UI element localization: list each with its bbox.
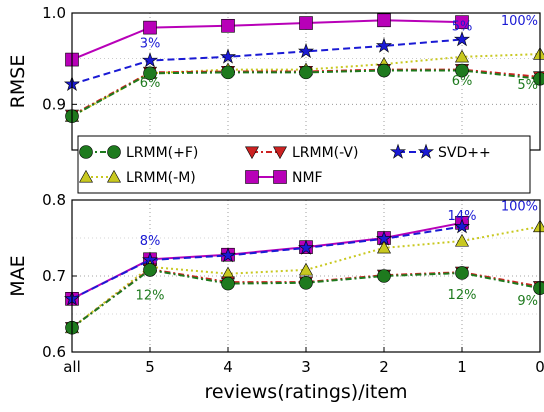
legend-label-lrmm-v: LRMM(-V) xyxy=(292,145,358,161)
x-tick-label: all xyxy=(63,358,81,376)
data-point-rmse-svd xyxy=(221,49,235,63)
legend-label-lrmm-f: LRMM(+F) xyxy=(126,145,198,161)
data-point-mae-lrmm-f xyxy=(144,263,157,276)
series-line-mae-svd xyxy=(72,227,462,299)
y-tick-label: 0.7 xyxy=(42,267,66,285)
annotation-label: 5% xyxy=(517,78,538,93)
legend-label-svd: SVD++ xyxy=(438,145,491,161)
legend-marker-nmf xyxy=(246,171,259,184)
annotation-label: 6% xyxy=(140,76,161,91)
x-tick-label: 5 xyxy=(145,358,155,376)
annotation-label: 12% xyxy=(448,288,477,303)
series-line-mae-nmf xyxy=(72,223,462,299)
x-tick-label: 1 xyxy=(457,358,467,376)
data-point-rmse-lrmm-f xyxy=(222,66,235,79)
data-point-rmse-nmf xyxy=(144,21,157,34)
annotation-label: 100% xyxy=(501,14,538,29)
legend-label-nmf: NMF xyxy=(292,170,323,186)
data-point-mae-lrmm-f xyxy=(534,282,544,295)
y-tick-label: 0.8 xyxy=(42,191,66,209)
legend-label-lrmm-m: LRMM(-M) xyxy=(126,170,196,186)
annotation-label: 8% xyxy=(140,234,161,249)
series-line-rmse-svd xyxy=(72,40,462,85)
annotation-label: 100% xyxy=(501,200,538,215)
x-axis-label: reviews(ratings)/item xyxy=(204,381,407,403)
data-point-rmse-lrmm-f xyxy=(300,66,313,79)
data-point-mae-lrmm-f xyxy=(456,266,469,279)
annotation-label: 3% xyxy=(140,37,161,52)
x-tick-label: 2 xyxy=(379,358,389,376)
data-point-rmse-nmf xyxy=(222,19,235,32)
data-point-rmse-svd xyxy=(143,53,157,67)
x-tick-label: 4 xyxy=(223,358,233,376)
data-point-rmse-lrmm-f xyxy=(378,64,391,77)
x-tick-label: 3 xyxy=(301,358,311,376)
data-point-rmse-nmf xyxy=(300,17,313,30)
legend-marker-nmf xyxy=(274,171,287,184)
data-point-rmse-svd xyxy=(299,44,313,58)
data-point-mae-lrmm-f xyxy=(300,276,313,289)
annotation-label: 14% xyxy=(448,209,477,224)
data-point-mae-lrmm-m xyxy=(534,220,544,232)
data-point-rmse-nmf xyxy=(378,14,391,27)
data-point-mae-lrmm-f xyxy=(222,277,235,290)
annotation-label: 6% xyxy=(452,74,473,89)
annotation-label: 5% xyxy=(452,19,473,34)
x-tick-label: 0 xyxy=(535,358,544,376)
data-point-mae-lrmm-f xyxy=(378,270,391,283)
legend-marker-lrmm-f xyxy=(80,146,93,159)
legend-marker-lrmm-f xyxy=(108,146,121,159)
y-tick-label: 1.0 xyxy=(42,4,66,22)
y-axis-label-rmse: RMSE xyxy=(7,55,29,109)
y-tick-label: 0.9 xyxy=(42,95,66,113)
y-axis-label-mae: MAE xyxy=(7,255,29,296)
annotation-label: 9% xyxy=(517,294,538,309)
data-point-mae-lrmm-m xyxy=(456,235,469,247)
data-point-rmse-lrmm-m xyxy=(534,48,544,60)
annotation-label: 12% xyxy=(136,289,165,304)
